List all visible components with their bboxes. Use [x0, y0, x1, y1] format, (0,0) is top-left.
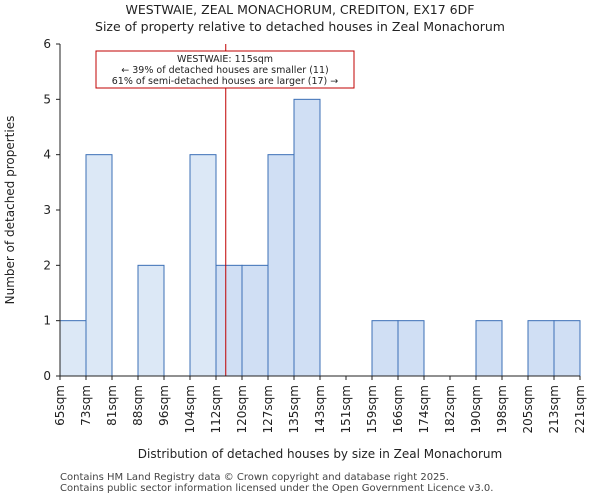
chart-title: WESTWAIE, ZEAL MONACHORUM, CREDITON, EX1…: [125, 2, 475, 17]
bar-159sqm: [371, 320, 399, 377]
y-tick-label: 6: [43, 37, 51, 51]
bar-73sqm: [85, 154, 113, 377]
bar-88sqm: [137, 264, 165, 377]
annotation-line-2: ← 39% of detached houses are smaller (11…: [121, 65, 328, 76]
bar-104sqm: [189, 154, 217, 377]
bar-65sqm: [59, 320, 87, 377]
footer-licence: Contains public sector information licen…: [60, 483, 494, 494]
x-tick-label: 73sqm: [79, 385, 93, 426]
y-tick-label: 1: [43, 314, 51, 328]
x-tick-label: 65sqm: [53, 385, 67, 426]
annotation-frame: [95, 50, 355, 89]
x-tick-label: 190sqm: [469, 385, 483, 433]
x-tick-label: 213sqm: [547, 385, 561, 433]
bar-205sqm: [527, 320, 555, 377]
x-axis-label: Distribution of detached houses by size …: [138, 447, 502, 461]
footer-copyright: Contains HM Land Registry data © Crown c…: [60, 472, 449, 483]
y-tick-label: 4: [43, 148, 51, 162]
bar-190sqm: [475, 320, 503, 377]
x-tick-label: 96sqm: [157, 385, 171, 426]
x-tick-label: 120sqm: [235, 385, 249, 433]
y-tick-label: 5: [43, 92, 51, 106]
x-tick-label: 81sqm: [105, 385, 119, 426]
bar-127sqm: [267, 154, 295, 377]
x-tick-label: 143sqm: [313, 385, 327, 433]
x-tick-label: 88sqm: [131, 385, 145, 426]
x-tick-label: 174sqm: [417, 385, 431, 433]
y-axis-label: Number of detached properties: [3, 116, 17, 305]
x-tick-label: 159sqm: [365, 385, 379, 433]
x-tick-label: 182sqm: [443, 385, 457, 433]
annotation-box: WESTWAIE: 115sqm ← 39% of detached house…: [95, 50, 355, 89]
y-tick-label: 3: [43, 203, 51, 217]
annotation-line-3: 61% of semi-detached houses are larger (…: [112, 76, 339, 87]
bar-120sqm: [241, 264, 269, 377]
chart-subtitle: Size of property relative to detached ho…: [95, 19, 505, 34]
x-tick-label: 112sqm: [209, 385, 223, 433]
x-tick-label: 166sqm: [391, 385, 405, 433]
x-tick-label: 205sqm: [521, 385, 535, 433]
y-tick-label: 0: [43, 369, 51, 383]
bar-166sqm: [397, 320, 425, 377]
annotation-line-1: WESTWAIE: 115sqm: [177, 54, 273, 65]
x-tick-label: 198sqm: [495, 385, 509, 433]
x-tick-label: 221sqm: [573, 385, 587, 433]
x-tick-label: 135sqm: [287, 385, 301, 433]
bar-112sqm: [215, 264, 243, 377]
x-tick-label: 151sqm: [339, 385, 353, 433]
x-tick-label: 104sqm: [183, 385, 197, 433]
bar-213sqm: [553, 320, 581, 377]
y-tick-label: 2: [43, 258, 51, 272]
x-tick-label: 127sqm: [261, 385, 275, 433]
bar-135sqm: [293, 98, 321, 377]
